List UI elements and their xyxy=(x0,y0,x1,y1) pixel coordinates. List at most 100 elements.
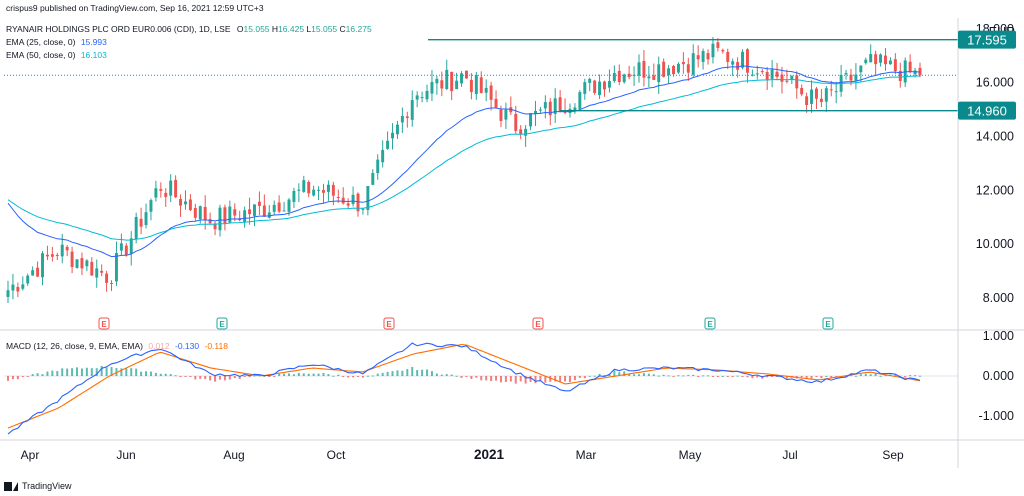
candle-body[interactable] xyxy=(114,253,118,282)
candle-body[interactable] xyxy=(514,113,518,131)
candle-body[interactable] xyxy=(198,206,202,220)
candle-body[interactable] xyxy=(598,81,602,96)
candle-body[interactable] xyxy=(307,182,311,194)
candle-body[interactable] xyxy=(888,60,892,65)
macd-pane[interactable] xyxy=(4,342,958,435)
candle-body[interactable] xyxy=(736,62,740,70)
candle-body[interactable] xyxy=(770,69,774,79)
candle-body[interactable] xyxy=(874,54,878,65)
candle-body[interactable] xyxy=(297,189,301,191)
candle-body[interactable] xyxy=(100,270,104,273)
candle-body[interactable] xyxy=(642,61,646,78)
candle-body[interactable] xyxy=(553,98,557,114)
candle-body[interactable] xyxy=(386,140,390,149)
candle-body[interactable] xyxy=(765,72,769,81)
candle-body[interactable] xyxy=(750,74,754,76)
candle-body[interactable] xyxy=(430,81,434,94)
candle-body[interactable] xyxy=(282,210,286,212)
candle-body[interactable] xyxy=(701,51,705,62)
candle-body[interactable] xyxy=(356,193,360,212)
candle-body[interactable] xyxy=(213,223,217,230)
candle-body[interactable] xyxy=(193,207,197,218)
candle-body[interactable] xyxy=(95,268,99,278)
candle-body[interactable] xyxy=(218,207,222,231)
candle-body[interactable] xyxy=(760,71,764,73)
candle-body[interactable] xyxy=(819,98,823,103)
candle-body[interactable] xyxy=(676,63,680,73)
candle-body[interactable] xyxy=(248,209,252,215)
candle-body[interactable] xyxy=(36,267,40,277)
candle-body[interactable] xyxy=(75,259,79,268)
candle-body[interactable] xyxy=(272,204,276,212)
candle-body[interactable] xyxy=(243,210,247,223)
candle-body[interactable] xyxy=(696,55,700,60)
earnings-marker[interactable]: E xyxy=(822,317,834,330)
candle-body[interactable] xyxy=(455,80,459,90)
candle-body[interactable] xyxy=(149,200,153,212)
candle-body[interactable] xyxy=(755,73,759,75)
candle-body[interactable] xyxy=(524,128,528,136)
candle-body[interactable] xyxy=(336,196,340,198)
candle-body[interactable] xyxy=(292,190,296,202)
candle-body[interactable] xyxy=(257,201,261,206)
candle-body[interactable] xyxy=(85,260,89,267)
candle-body[interactable] xyxy=(657,64,661,83)
candle-body[interactable] xyxy=(681,62,685,65)
candle-body[interactable] xyxy=(824,88,828,102)
ema25-legend[interactable]: EMA (25, close, 0) 15.993 xyxy=(6,37,107,47)
candle-body[interactable] xyxy=(593,80,597,93)
candle-body[interactable] xyxy=(322,190,325,193)
candle-body[interactable] xyxy=(60,244,64,257)
candle-body[interactable] xyxy=(105,273,109,283)
candle-body[interactable] xyxy=(346,203,350,206)
candle-body[interactable] xyxy=(228,206,232,223)
candle-body[interactable] xyxy=(637,62,641,76)
candle-body[interactable] xyxy=(233,209,237,216)
candle-body[interactable] xyxy=(795,75,799,89)
candle-body[interactable] xyxy=(445,69,449,90)
candle-body[interactable] xyxy=(159,189,163,191)
candle-body[interactable] xyxy=(361,208,365,210)
candle-body[interactable] xyxy=(844,72,848,75)
candle-body[interactable] xyxy=(129,238,133,254)
earnings-marker[interactable]: E xyxy=(383,317,395,330)
candle-body[interactable] xyxy=(302,180,306,192)
macd-legend[interactable]: MACD (12, 26, close, 9, EMA, EMA) 0.012 … xyxy=(6,341,228,351)
candle-body[interactable] xyxy=(800,87,804,95)
candle-body[interactable] xyxy=(376,159,380,174)
candle-body[interactable] xyxy=(652,75,656,80)
candle-body[interactable] xyxy=(745,49,749,73)
candle-body[interactable] xyxy=(21,284,25,289)
candle-body[interactable] xyxy=(435,78,439,84)
earnings-marker[interactable]: E xyxy=(704,317,716,330)
candle-body[interactable] xyxy=(405,116,409,119)
earnings-marker[interactable]: E xyxy=(532,317,544,330)
candle-body[interactable] xyxy=(415,95,419,100)
candle-body[interactable] xyxy=(65,246,69,251)
candle-body[interactable] xyxy=(908,61,912,72)
candle-body[interactable] xyxy=(450,71,454,92)
ema25-line[interactable] xyxy=(7,65,921,258)
candle-body[interactable] xyxy=(144,212,148,226)
candle-body[interactable] xyxy=(548,101,552,116)
candle-body[interactable] xyxy=(603,81,606,90)
candle-body[interactable] xyxy=(721,49,725,52)
candle-body[interactable] xyxy=(829,89,833,91)
candle-body[interactable] xyxy=(395,124,399,135)
candle-body[interactable] xyxy=(425,90,429,100)
candle-body[interactable] xyxy=(469,79,473,92)
candle-body[interactable] xyxy=(45,254,49,257)
candle-body[interactable] xyxy=(785,80,789,82)
candle-body[interactable] xyxy=(400,115,404,123)
candle-body[interactable] xyxy=(672,66,675,75)
candle-body[interactable] xyxy=(139,218,143,227)
candle-body[interactable] xyxy=(410,100,414,120)
candle-body[interactable] xyxy=(706,53,710,60)
candle-body[interactable] xyxy=(174,179,178,198)
candle-body[interactable] xyxy=(834,91,838,93)
candle-body[interactable] xyxy=(50,254,54,257)
candle-body[interactable] xyxy=(223,207,227,224)
ema50-legend[interactable]: EMA (50, close, 0) 16.103 xyxy=(6,50,107,60)
candle-body[interactable] xyxy=(869,54,873,63)
candle-body[interactable] xyxy=(578,92,582,109)
